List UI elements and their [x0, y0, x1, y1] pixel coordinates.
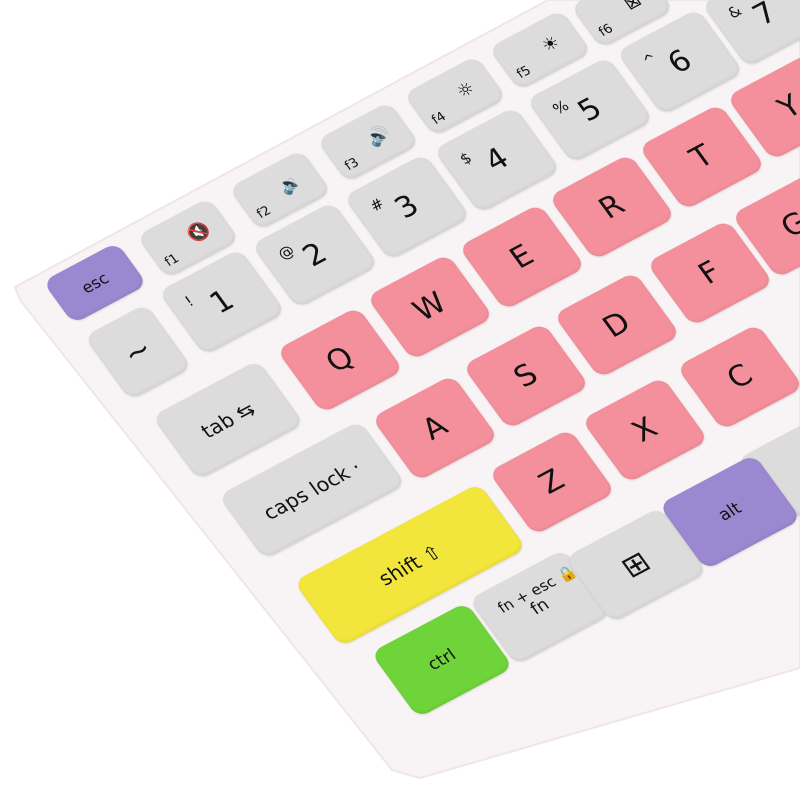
key-label: ☼ — [452, 77, 480, 103]
key-label: 🔇 — [182, 218, 215, 247]
key-label: ☀ — [537, 31, 565, 57]
key-label: Q — [319, 340, 361, 380]
key-label: D — [596, 305, 638, 345]
key-label: W — [406, 285, 454, 329]
key-label: 🔉 — [274, 170, 307, 199]
key-label: Z — [532, 462, 572, 502]
key-label: ctrl — [423, 645, 461, 675]
key-label: C — [720, 357, 760, 397]
key-label: S — [507, 357, 545, 395]
key-label: 🔊 — [362, 122, 395, 151]
key-label: alt — [714, 498, 746, 526]
key-label: A — [415, 408, 455, 448]
key-label: X — [625, 410, 665, 450]
key-label: T — [683, 138, 721, 176]
key-label: R — [592, 187, 632, 227]
key-label: E — [503, 238, 541, 276]
key-label: F — [691, 254, 729, 292]
